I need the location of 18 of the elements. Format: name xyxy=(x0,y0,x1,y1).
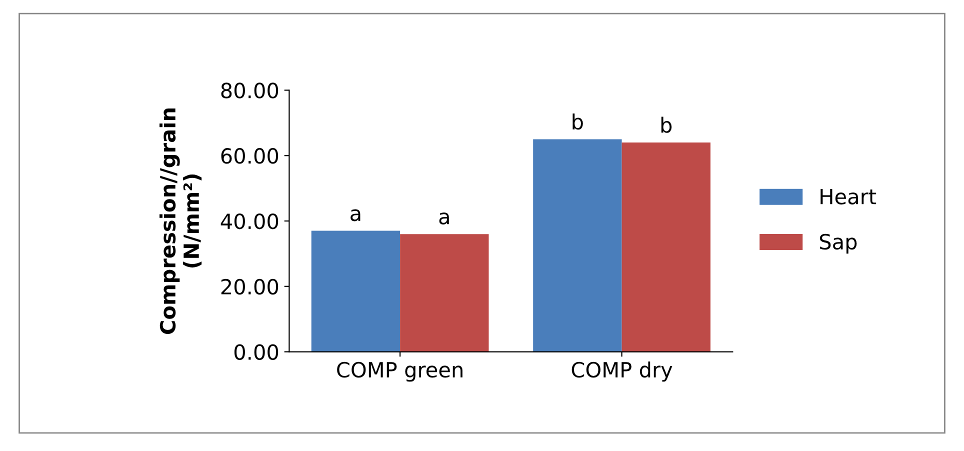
bar xyxy=(622,142,710,352)
y-axis-title: Compression//grain (N/mm²) xyxy=(160,108,202,334)
y-tick-label: 60.00 xyxy=(221,148,278,164)
y-tick-label: 20.00 xyxy=(221,278,278,295)
legend-label: Heart xyxy=(820,188,876,204)
annotation: a xyxy=(350,209,360,222)
y-tick-label: 80.00 xyxy=(221,82,278,98)
annotation: a xyxy=(439,212,449,224)
y-tick-label: 40.00 xyxy=(220,213,278,230)
annotation: b xyxy=(572,114,583,130)
x-tick-label: COMP green xyxy=(337,362,462,382)
bar xyxy=(311,230,400,352)
x-tick-label: COMP dry xyxy=(572,362,672,382)
annotation: b xyxy=(661,116,672,133)
bar xyxy=(400,234,489,352)
bar xyxy=(533,139,622,352)
legend-label: Sap xyxy=(820,234,857,254)
y-tick-label: 0.00 xyxy=(234,344,278,360)
